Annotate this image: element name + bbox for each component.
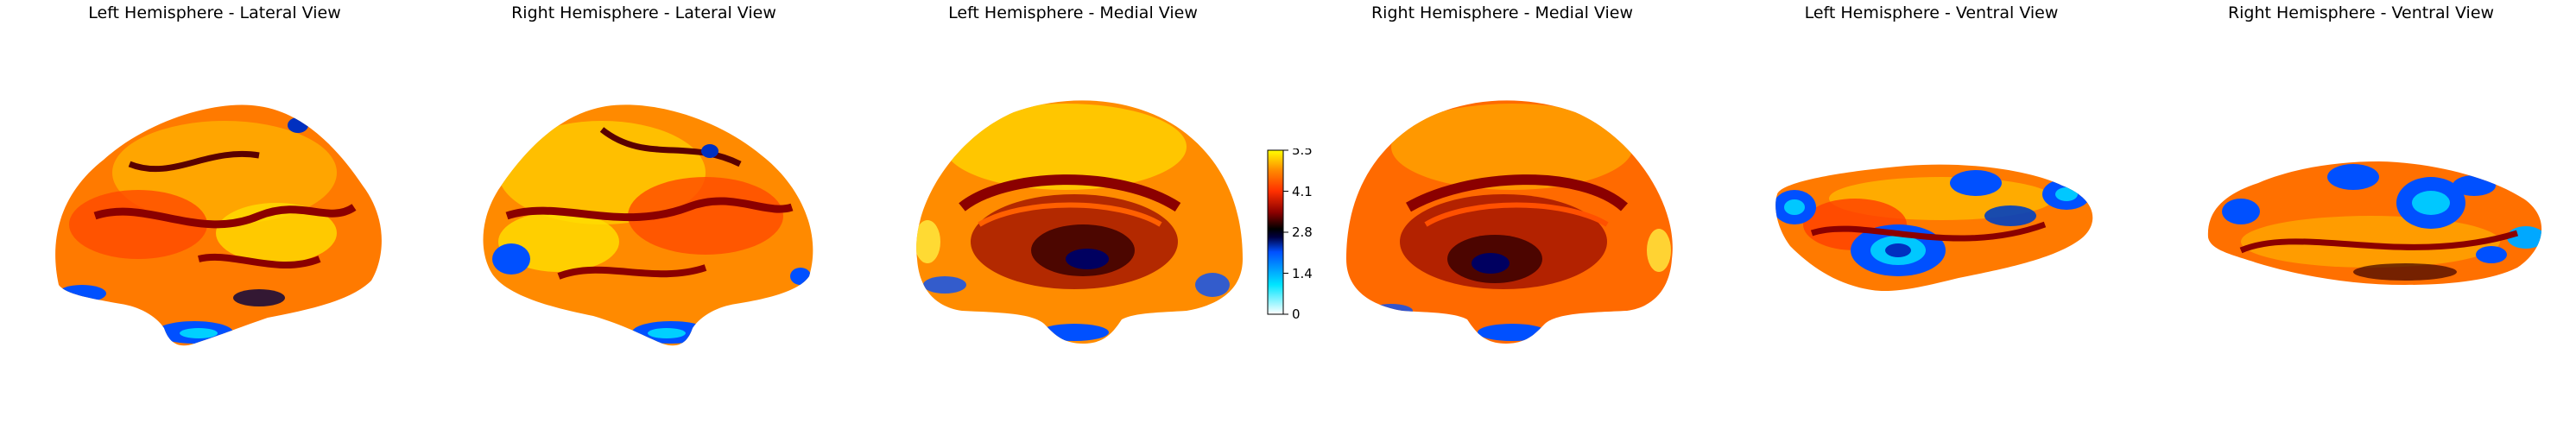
- panel-title: Left Hemisphere - Medial View: [948, 3, 1198, 22]
- panel-title: Left Hemisphere - Lateral View: [88, 3, 341, 22]
- panel-right-medial: Right Hemisphere - Medial View: [1288, 0, 1717, 442]
- panel-title: Right Hemisphere - Lateral View: [511, 3, 776, 22]
- colorbar-gradient: [1267, 149, 1284, 315]
- activation-map: [55, 104, 382, 346]
- panel-title: Right Hemisphere - Ventral View: [2227, 3, 2495, 22]
- brain-surface-right-medial: [1346, 100, 1673, 344]
- colorbar-tick-label: 0: [1292, 306, 1301, 321]
- panel-left-medial: Left Hemisphere - Medial View: [858, 0, 1288, 442]
- colorbar-tick-label: 4.1: [1292, 184, 1313, 199]
- panel-left-ventral: Left Hemisphere - Ventral View: [1717, 0, 2146, 442]
- colorbar-tick-label: 2.8: [1292, 224, 1313, 240]
- colorbar-tick-label: 1.4: [1292, 266, 1313, 281]
- activation-map: [483, 104, 813, 346]
- panel-right-lateral: Right Hemisphere - Lateral View: [429, 0, 858, 442]
- colorbar-ticks: [1283, 149, 1288, 315]
- brain-surface-right-lateral: [483, 104, 813, 346]
- activation-map: [2207, 161, 2542, 285]
- activation-map: [1346, 100, 1673, 344]
- brain-surface-left-lateral: [55, 104, 382, 346]
- brain-surface-left-medial: [916, 100, 1243, 344]
- brain-surface-left-ventral: [1775, 164, 2093, 292]
- panel-left-lateral: Left Hemisphere - Lateral View: [0, 0, 429, 442]
- activation-map: [1775, 164, 2093, 292]
- activation-map: [916, 100, 1243, 344]
- panel-title: Right Hemisphere - Medial View: [1370, 3, 1634, 22]
- panel-title: Left Hemisphere - Ventral View: [1804, 3, 2059, 22]
- colorbar: 5.5 4.1 2.8 1.4 0: [1267, 148, 1313, 321]
- colorbar-tick-label: 5.5: [1292, 148, 1313, 158]
- panel-right-ventral: Right Hemisphere - Ventral View: [2146, 0, 2576, 442]
- brain-surface-right-ventral: [2207, 161, 2542, 285]
